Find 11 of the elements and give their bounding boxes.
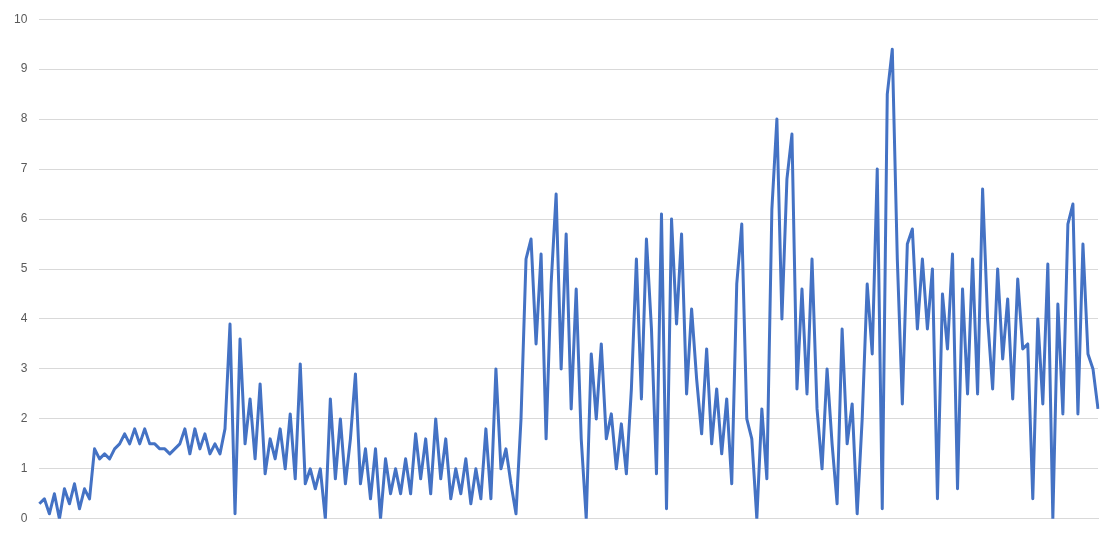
- y-tick-label: 8: [20, 111, 28, 126]
- y-tick-label: 10: [13, 11, 28, 26]
- y-tick-label: 0: [20, 511, 28, 526]
- y-tick-label: 4: [20, 311, 28, 326]
- y-tick-label: 1: [20, 461, 28, 476]
- y-tick-label: 9: [20, 61, 28, 76]
- y-tick-label: 5: [20, 261, 28, 276]
- y-tick-label: 6: [20, 211, 28, 226]
- y-tick-label: 2: [20, 411, 28, 426]
- y-tick-label: 7: [20, 161, 28, 176]
- y-tick-label: 3: [20, 361, 28, 376]
